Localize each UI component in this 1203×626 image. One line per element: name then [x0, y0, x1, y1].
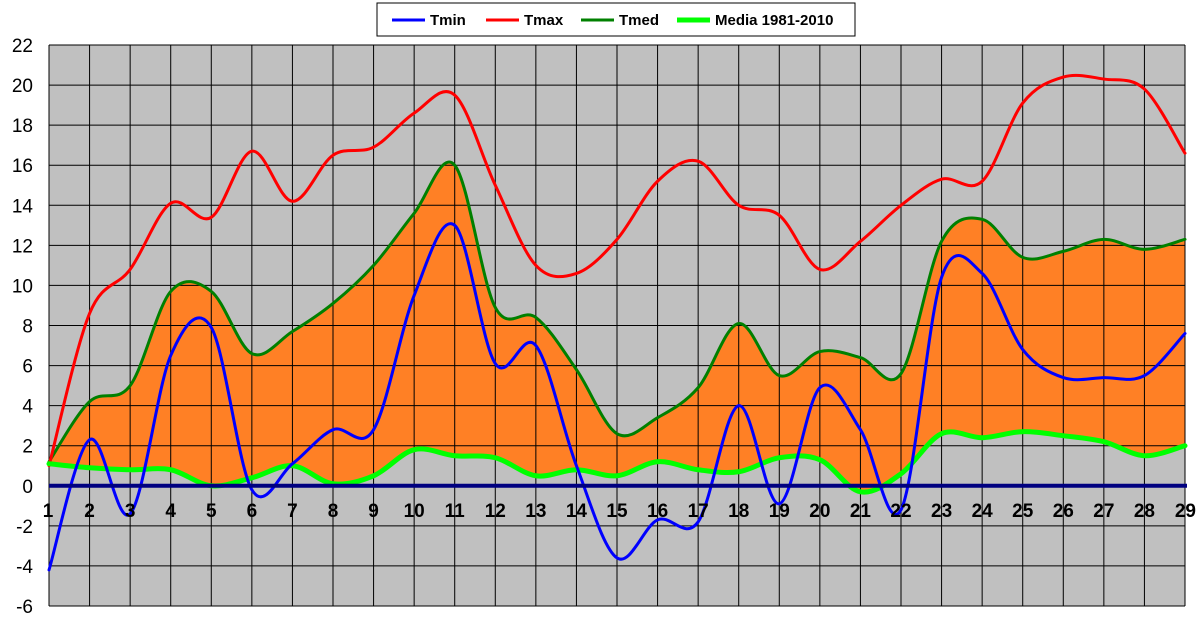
legend-label-media-1981-2010: Media 1981-2010 — [715, 12, 833, 29]
x-tick-label: 22 — [890, 501, 911, 522]
x-tick-label: 28 — [1134, 501, 1155, 522]
y-tick-label: 6 — [22, 357, 33, 378]
x-tick-label: 29 — [1175, 501, 1196, 522]
x-tick-label: 20 — [809, 501, 830, 522]
x-tick-label: 3 — [125, 501, 136, 522]
x-tick-label: 18 — [728, 501, 749, 522]
grid-group — [48, 44, 1186, 607]
legend-label-tmax: Tmax — [524, 12, 564, 29]
x-tick-label: 4 — [165, 501, 176, 522]
x-tick-label: 2 — [84, 501, 95, 522]
x-tick-label: 7 — [287, 501, 298, 522]
x-tick-label: 16 — [647, 501, 668, 522]
x-tick-label: 9 — [368, 501, 379, 522]
y-tick-label: 2 — [22, 437, 33, 458]
y-tick-label: -4 — [16, 557, 33, 578]
x-tick-label: 6 — [247, 501, 258, 522]
y-tick-labels: -6 -4 -2 0 2 4 6 8 10 12 14 16 18 20 22 — [12, 36, 34, 618]
y-tick-label: 4 — [22, 397, 33, 418]
y-tick-label: 12 — [12, 236, 33, 257]
y-tick-label: 14 — [12, 196, 34, 217]
x-tick-label: 21 — [850, 501, 872, 522]
x-tick-label: 1 — [43, 501, 54, 522]
x-tick-label: 25 — [1012, 501, 1034, 522]
x-tick-labels: 1 2 3 4 5 6 7 8 9 10 11 12 13 14 15 16 17 18 19 20 21 22 23 24 2… — [43, 501, 1196, 522]
series-line-tmed — [47, 160, 1187, 464]
y-tick-label: 10 — [12, 276, 33, 297]
y-tick-label: -6 — [16, 597, 33, 618]
y-tick-label: 22 — [12, 36, 33, 57]
x-tick-label: 26 — [1053, 501, 1074, 522]
y-tick-label: 0 — [22, 477, 33, 498]
legend-label-tmed: Tmed — [619, 12, 659, 29]
legend: Tmin Tmax Tmed Media 1981-2010 — [376, 2, 856, 37]
x-tick-label: 15 — [606, 501, 628, 522]
series-line-tmin — [47, 222, 1187, 572]
y-tick-label: 8 — [22, 317, 33, 338]
x-tick-label: 12 — [485, 501, 506, 522]
x-tick-label: 19 — [769, 501, 790, 522]
legend-box — [376, 2, 856, 37]
x-tick-label: 17 — [688, 501, 709, 522]
y-tick-label: -2 — [16, 517, 33, 538]
x-tick-label: 27 — [1093, 501, 1114, 522]
x-tick-label: 24 — [972, 501, 994, 522]
series-group — [46, 73, 1188, 572]
y-tick-label: 18 — [12, 116, 33, 137]
x-tick-label: 14 — [566, 501, 588, 522]
y-tick-label: 16 — [12, 156, 33, 177]
x-tick-label: 13 — [525, 501, 546, 522]
series-line-tmax — [47, 73, 1187, 468]
x-tick-label: 8 — [328, 501, 339, 522]
x-tick-label: 5 — [206, 501, 217, 522]
x-tick-label: 23 — [931, 501, 952, 522]
series-line-media-1981-2010 — [46, 429, 1188, 495]
legend-label-tmin: Tmin — [430, 12, 466, 29]
x-tick-label: 10 — [404, 501, 425, 522]
y-tick-label: 20 — [12, 76, 33, 97]
x-tick-label: 11 — [445, 501, 466, 522]
